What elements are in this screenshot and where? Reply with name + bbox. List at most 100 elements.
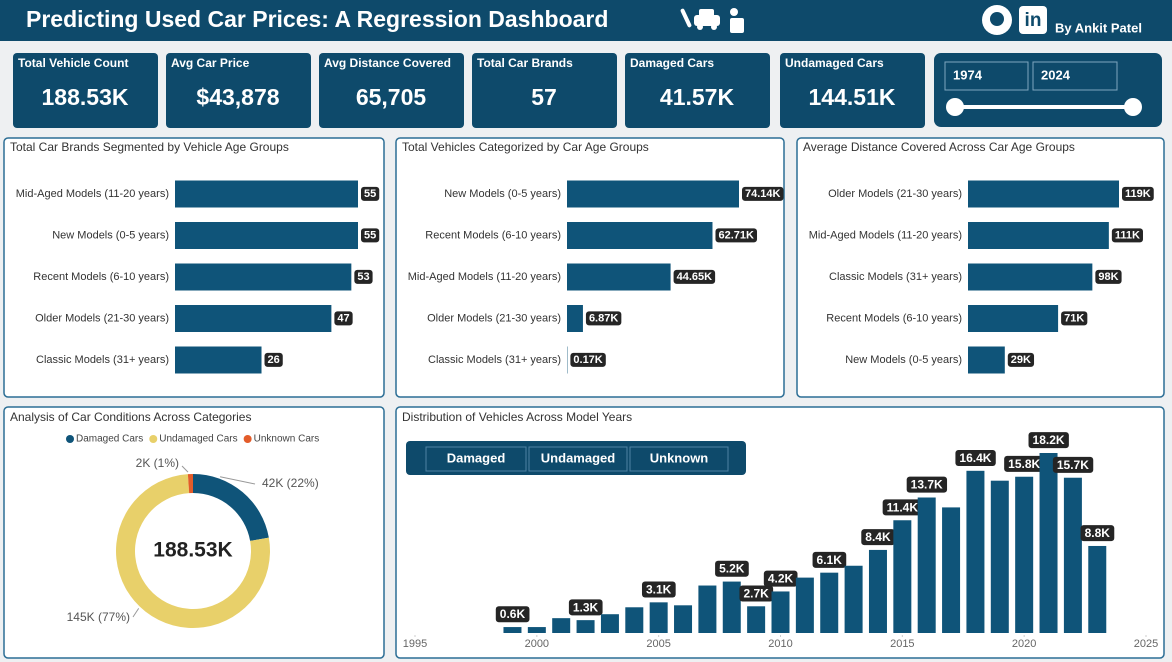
data-label: 2.7K — [743, 586, 769, 600]
bar — [600, 614, 619, 633]
category-label: Recent Models (6-10 years) — [425, 229, 561, 241]
label-bg — [715, 560, 749, 577]
bar — [698, 585, 717, 633]
kpi-card — [13, 53, 158, 128]
data-label: 1.3K — [573, 600, 599, 614]
bar — [527, 627, 546, 633]
kpi-card — [780, 53, 925, 128]
bar — [175, 180, 358, 208]
data-label: 119K — [1125, 188, 1151, 200]
legend-label[interactable]: Damaged Cars — [76, 434, 143, 445]
data-label: 8.8K — [1085, 526, 1111, 540]
data-label: 6.87K — [589, 312, 618, 324]
label-bg — [906, 476, 948, 493]
bar — [771, 591, 790, 633]
category-label: Mid-Aged Models (11-20 years) — [809, 229, 962, 241]
x-tick-label: 2025 — [1134, 638, 1158, 650]
bar — [747, 606, 766, 633]
donut-slice — [187, 474, 193, 494]
kpi-label: Total Car Brands — [477, 56, 573, 70]
slider-handle[interactable] — [1124, 98, 1142, 116]
data-label: 44.65K — [677, 271, 713, 283]
bar — [175, 305, 332, 332]
kpi-value: 65,705 — [356, 84, 427, 110]
data-label: 15.8K — [1008, 457, 1040, 471]
bar — [552, 618, 571, 633]
bar — [1039, 453, 1058, 633]
linkedin-icon[interactable] — [1019, 6, 1047, 34]
bar — [175, 222, 358, 249]
label-bg — [568, 599, 603, 616]
kpi-card — [472, 53, 617, 128]
data-label: 55 — [364, 229, 376, 241]
data-label: 62.71K — [718, 229, 754, 241]
category-label: Older Models (21-30 years) — [427, 312, 561, 324]
filter-button[interactable] — [425, 446, 527, 472]
category-label: Classic Models (31+ years) — [36, 354, 169, 366]
legend-label[interactable]: Unknown Cars — [254, 434, 320, 445]
bar — [175, 263, 352, 291]
label-bg — [763, 570, 798, 587]
dashboard-title: Predicting Used Car Prices: A Regression… — [26, 6, 608, 32]
donut-center: 188.53K — [153, 539, 232, 562]
x-tick-label: 1995 — [403, 638, 427, 650]
data-label: 3.1K — [646, 583, 672, 597]
data-label: 0.17K — [573, 354, 602, 366]
kpi-card — [166, 53, 311, 128]
label-bg — [1004, 455, 1045, 472]
kpi-label: Damaged Cars — [630, 56, 714, 70]
category-label: Older Models (21-30 years) — [828, 188, 962, 200]
car-icon — [680, 8, 744, 33]
category-label: Older Models (21-30 years) — [35, 312, 169, 324]
x-tick-label: 2020 — [1012, 638, 1036, 650]
data-label: 6.1K — [817, 553, 843, 567]
data-label: 4.2K — [768, 572, 794, 586]
data-label: 16.4K — [959, 451, 991, 465]
year-from-box[interactable] — [944, 61, 1029, 91]
chart-title: Distribution of Vehicles Across Model Ye… — [402, 410, 632, 424]
bar — [968, 346, 1005, 374]
data-label: 13.7K — [911, 478, 943, 492]
data-label: 71K — [1064, 312, 1084, 324]
label-bg — [861, 529, 895, 546]
kpi-label: Total Vehicle Count — [18, 56, 128, 70]
bar — [1063, 477, 1082, 633]
legend-marker — [243, 435, 252, 443]
category-label: Mid-Aged Models (11-20 years) — [16, 188, 169, 200]
bar — [503, 627, 522, 633]
slice-label: 42K (22%) — [262, 476, 319, 490]
legend-label[interactable]: Undamaged Cars — [159, 434, 237, 445]
label-bg — [1028, 432, 1069, 449]
bar — [649, 602, 668, 633]
label-bg — [585, 311, 622, 326]
kpi-label: Avg Distance Covered — [324, 56, 451, 70]
filter-button[interactable] — [629, 446, 729, 472]
slice-label: 145K (77%) — [67, 610, 130, 624]
label-bg — [570, 352, 606, 367]
bar — [1015, 476, 1034, 633]
category-label: Recent Models (6-10 years) — [826, 312, 962, 324]
panel — [3, 406, 385, 659]
year-to-box[interactable] — [1032, 61, 1118, 91]
bar — [625, 607, 644, 633]
slider-handle[interactable] — [946, 98, 964, 116]
bar — [1088, 545, 1107, 633]
data-label: 98K — [1098, 271, 1118, 283]
bar — [576, 620, 595, 633]
category-label: New Models (0-5 years) — [52, 229, 169, 241]
bar — [175, 346, 262, 374]
data-label: 55 — [364, 188, 376, 200]
bar — [868, 549, 887, 633]
label-bg — [354, 269, 373, 284]
label-bg — [955, 449, 996, 466]
bar — [968, 222, 1109, 249]
category-label: Classic Models (31+ years) — [829, 271, 962, 283]
bar — [567, 263, 671, 291]
label-bg — [1095, 269, 1122, 284]
header-bar — [0, 0, 1172, 41]
bar — [942, 507, 961, 633]
filter-button[interactable] — [528, 446, 628, 472]
label-bg — [264, 352, 283, 367]
data-label: 29K — [1011, 354, 1031, 366]
